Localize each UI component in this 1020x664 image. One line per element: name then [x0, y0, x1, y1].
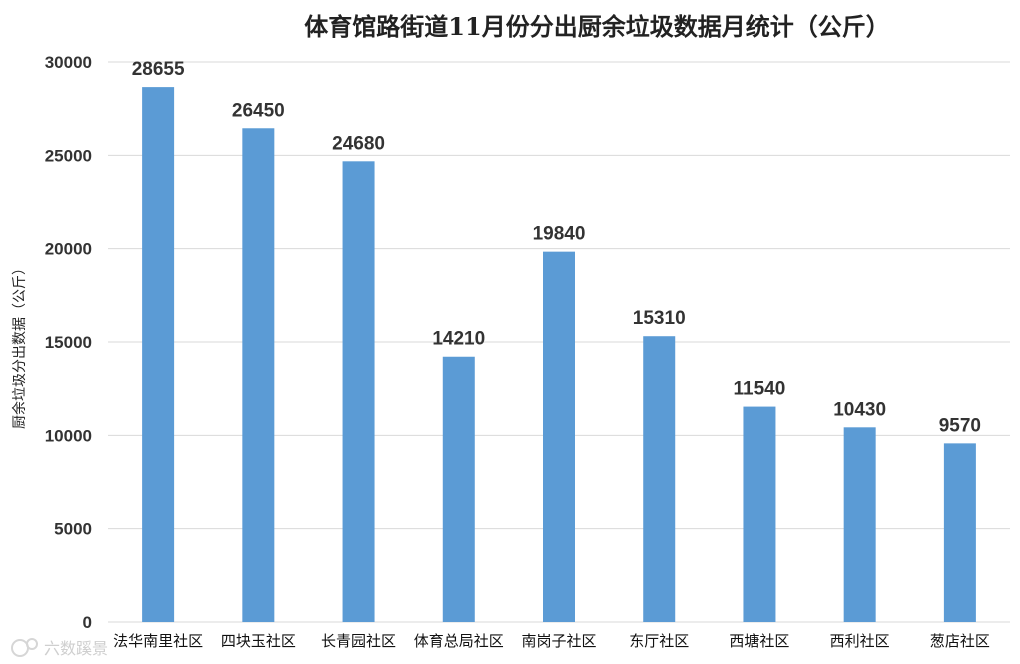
y-tick-label: 5000: [54, 520, 92, 539]
bar: [342, 161, 375, 622]
watermark-logo-dot-icon: [26, 638, 38, 650]
bars: [142, 87, 976, 623]
x-tick-label: 东厅社区: [629, 632, 689, 650]
x-tick-label: 四块玉社区: [221, 632, 296, 650]
data-label: 19840: [533, 224, 586, 245]
x-tick-label: 长青园社区: [321, 632, 396, 650]
watermark-text: 六数蹊景: [44, 639, 108, 658]
x-tick-label: 西塘社区: [729, 632, 789, 650]
y-tick-label: 25000: [45, 146, 92, 165]
data-label: 11540: [734, 379, 786, 400]
y-axis-label: 厨余垃圾分出数据（公斤）: [11, 261, 28, 429]
bar: [643, 336, 676, 622]
y-tick-label: 10000: [45, 426, 92, 445]
y-tick-label: 15000: [45, 333, 92, 352]
data-label: 26450: [232, 100, 285, 121]
watermark-logo-icon: [11, 639, 29, 657]
data-label: 24680: [332, 133, 385, 154]
bar: [843, 427, 876, 622]
y-tick-label: 30000: [45, 53, 92, 72]
bar: [442, 356, 475, 622]
chart-title: 体育馆路街道11月份分出厨余垃圾数据月统计（公斤）: [304, 12, 889, 41]
data-label: 28655: [132, 59, 185, 80]
x-tick-label: 法华南里社区: [113, 632, 203, 650]
data-label: 9570: [939, 415, 981, 436]
bar: [943, 443, 976, 622]
data-label: 10430: [833, 399, 886, 420]
y-tick-label: 20000: [45, 240, 92, 259]
x-tick-label: 葱店社区: [930, 632, 990, 650]
data-label: 15310: [633, 308, 686, 329]
data-label: 14210: [432, 329, 485, 350]
x-tick-label: 南岗子社区: [521, 632, 596, 650]
y-tick-label: 0: [83, 613, 92, 632]
watermark: 六数蹊景: [11, 638, 108, 658]
bar: [543, 251, 575, 623]
x-tick-label: 体育总局社区: [414, 632, 504, 650]
y-axis-ticks: 0 5000 10000 15000 20000 25000 30000: [45, 53, 92, 632]
bar: [142, 87, 175, 622]
bar: [743, 406, 776, 622]
data-labels: 28655 26450 24680 14210 19840 15310 11540 10430…: [132, 59, 981, 436]
x-tick-label: 西利社区: [830, 632, 890, 650]
x-axis-ticks: 法华南里社区 四块玉社区 长青园社区 体育总局社区 南岗子社区 东厅社区 西塘社区 西利社区 葱…: [113, 632, 990, 650]
bar: [242, 128, 275, 622]
